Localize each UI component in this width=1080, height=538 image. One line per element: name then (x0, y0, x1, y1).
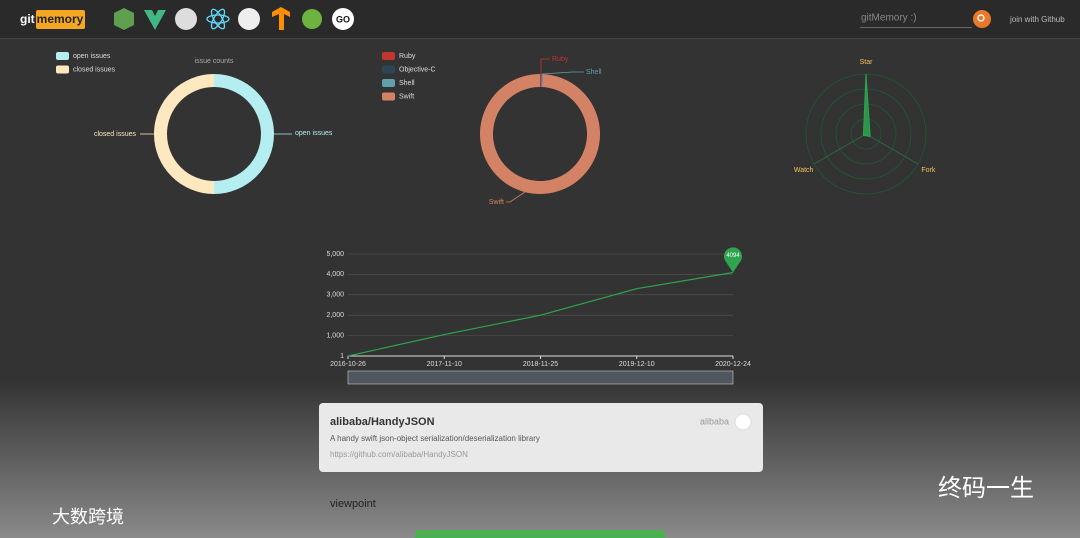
leader-line (541, 71, 584, 75)
pie-slice (154, 74, 214, 194)
y-tick-label: 3,000 (326, 292, 344, 299)
search-glyph (977, 14, 985, 22)
leader-line (506, 191, 526, 203)
nav-icon[interactable] (114, 8, 134, 30)
pie-slice (541, 74, 544, 88)
legend-label: Ruby (399, 53, 416, 60)
radar-axis (865, 133, 919, 165)
legend-label: open issues (73, 53, 111, 60)
slice-label: Ruby (552, 56, 569, 63)
legend-label: Objective-C (399, 66, 436, 73)
watermark: 大数跨境 (52, 507, 124, 528)
max-label: 4094 (726, 253, 740, 259)
radar-axis (813, 133, 867, 165)
legend-swatch (382, 92, 395, 101)
x-tick-label: 2019-12-10 (619, 361, 655, 368)
zoom-slider (347, 370, 734, 385)
logo[interactable]: git memory (20, 10, 85, 29)
owner-avatar (734, 413, 752, 431)
nav-icon[interactable] (272, 7, 290, 30)
search-input[interactable]: gitMemory :) (861, 13, 917, 24)
pie-slice (540, 74, 542, 88)
y-tick-label: 2,000 (326, 312, 344, 319)
y-tick-label: 1,000 (326, 332, 344, 339)
radar-axis-label: Watch (794, 167, 814, 174)
pie-slice (214, 74, 274, 194)
repo-url[interactable]: https://github.com/alibaba/HandyJSON (330, 450, 468, 459)
logo-right: memory (37, 12, 84, 26)
watermark: 终码一生 (938, 474, 1034, 502)
nav-icon[interactable] (206, 7, 230, 30)
header-bar (0, 0, 1080, 38)
slice-label: open issues (295, 130, 333, 137)
leader-line (540, 58, 550, 74)
radar-axis-label: Fork (921, 167, 936, 174)
radar-axis-label: Star (860, 59, 874, 66)
repo-description: A handy swift json-object serialization/… (330, 434, 540, 443)
logo-left: git (20, 12, 35, 26)
y-tick-label: 4,000 (326, 271, 344, 278)
legend-label: Shell (399, 80, 415, 87)
nav-icon[interactable] (144, 10, 166, 30)
nav-icon[interactable] (302, 9, 322, 29)
legend-swatch (382, 52, 395, 60)
y-tick-label: 5,000 (326, 251, 344, 258)
go-icon-text: GO (336, 14, 350, 24)
logo-box (36, 10, 85, 29)
section-title: viewpoint (330, 498, 376, 510)
login-link[interactable]: join with Github (1009, 15, 1065, 24)
x-tick-label: 2017-11-10 (427, 361, 462, 368)
x-tick-label: 2016-10-26 (330, 361, 366, 368)
repo-name[interactable]: alibaba/HandyJSON (330, 416, 435, 428)
legend-label: Swift (399, 93, 414, 100)
pie-slice (479, 74, 600, 194)
legend-swatch (56, 65, 69, 74)
max-pin (724, 247, 742, 273)
legend-swatch (382, 65, 395, 74)
action-button[interactable] (415, 530, 665, 538)
slice-label: Shell (586, 69, 602, 76)
legend-swatch (382, 79, 395, 87)
slice-label: Swift (489, 199, 504, 206)
search-button[interactable] (973, 10, 991, 28)
x-tick-label: 2020-12-24 (715, 361, 751, 368)
legend-swatch (56, 52, 69, 60)
chart-title: issue counts (195, 58, 234, 65)
nav-icon[interactable] (332, 8, 354, 30)
radar-area (862, 73, 871, 137)
nav-icon[interactable] (175, 8, 197, 30)
legend-label: closed issues (73, 66, 116, 73)
slice-label: closed issues (94, 131, 137, 138)
y-tick-label: 1 (340, 353, 344, 360)
repo-card[interactable] (319, 403, 763, 472)
line (347, 271, 734, 357)
nav-icon[interactable] (238, 8, 260, 30)
x-tick-label: 2018-11-25 (523, 361, 558, 368)
repo-owner: alibaba (700, 416, 729, 426)
pie-slice (540, 74, 542, 88)
